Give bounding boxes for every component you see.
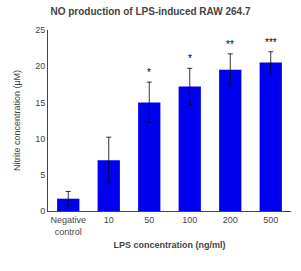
svg-text:25: 25 [35, 25, 45, 35]
svg-text:0: 0 [40, 206, 45, 216]
svg-text:LPS concentration (ng/ml): LPS concentration (ng/ml) [113, 240, 225, 250]
svg-text:10: 10 [35, 134, 45, 144]
svg-text:5: 5 [40, 170, 45, 180]
svg-text:10: 10 [104, 215, 114, 225]
svg-text:50: 50 [144, 215, 154, 225]
svg-text:500: 500 [263, 215, 278, 225]
svg-text:100: 100 [182, 215, 197, 225]
svg-text:***: *** [265, 37, 277, 48]
svg-text:Nitrite concentration (μM): Nitrite concentration (μM) [12, 70, 22, 171]
svg-text:20: 20 [35, 61, 45, 71]
svg-text:**: ** [226, 39, 234, 50]
svg-text:*: * [188, 53, 192, 64]
svg-text:200: 200 [223, 215, 238, 225]
svg-text:*: * [147, 67, 151, 78]
svg-text:15: 15 [35, 98, 45, 108]
svg-text:NO production of LPS-induced R: NO production of LPS-induced RAW 264.7 [50, 6, 250, 17]
svg-text:Negativecontrol: Negativecontrol [50, 215, 86, 237]
